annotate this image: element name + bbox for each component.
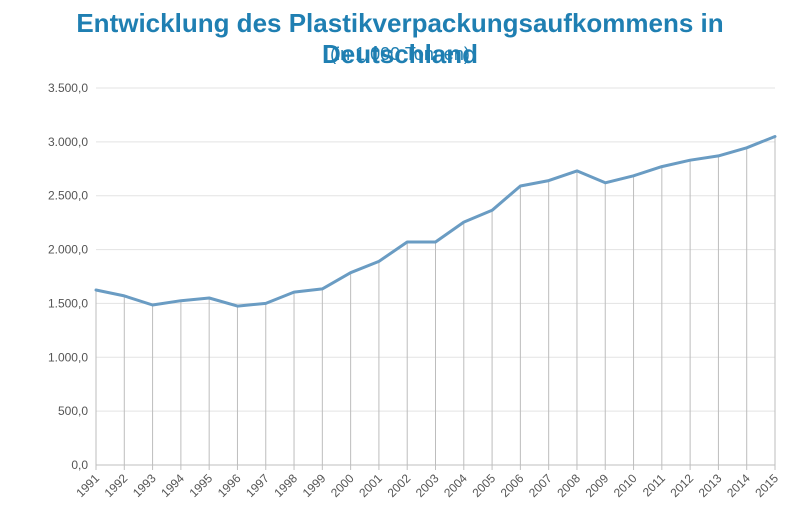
x-tick-label: 1995 — [187, 471, 216, 500]
x-tick-label: 2015 — [752, 471, 781, 500]
x-tick-label: 2007 — [526, 471, 555, 500]
x-tick-label: 2001 — [356, 471, 385, 500]
series-line — [94, 135, 777, 308]
x-tick-label: 1998 — [271, 471, 300, 500]
x-tick-label: 2010 — [611, 471, 640, 500]
y-tick-label: 0,0 — [71, 458, 88, 472]
x-tick-label: 2002 — [385, 471, 414, 500]
y-tick-label: 1.500,0 — [48, 296, 88, 310]
x-tick-label: 1992 — [102, 471, 131, 500]
x-tick-label: 2012 — [667, 471, 696, 500]
x-tick-label: 1997 — [243, 471, 272, 500]
chart-title: Entwicklung des Plastikverpackungsaufkom… — [76, 8, 724, 69]
x-tick-label: 1996 — [215, 471, 244, 500]
y-tick-label: 500,0 — [58, 404, 88, 418]
x-tick-label: 2009 — [583, 471, 612, 500]
x-tick-label: 2014 — [724, 471, 753, 500]
x-tick-label: 2000 — [328, 471, 357, 500]
x-tick-label: 1999 — [300, 471, 329, 500]
x-tick-label: 2004 — [441, 471, 470, 500]
x-tick-label: 2013 — [696, 471, 725, 500]
x-tick-label: 2005 — [469, 471, 498, 500]
x-tick-label: 1994 — [158, 471, 187, 500]
x-tick-label: 1993 — [130, 471, 159, 500]
y-tick-label: 1.000,0 — [48, 350, 88, 364]
y-tick-label: 2.000,0 — [48, 243, 88, 257]
y-tick-label: 3.500,0 — [48, 81, 88, 95]
x-tick-label: 2008 — [554, 471, 583, 500]
x-tick-label: 2006 — [498, 471, 527, 500]
y-tick-label: 2.500,0 — [48, 189, 88, 203]
y-tick-label: 3.000,0 — [48, 135, 88, 149]
x-tick-label: 2011 — [640, 471, 668, 499]
chart-subtitle: (in 1.000 Tonnen) — [330, 44, 470, 64]
x-tick-label: 2003 — [413, 471, 442, 500]
x-tick-label: 1991 — [73, 471, 102, 500]
